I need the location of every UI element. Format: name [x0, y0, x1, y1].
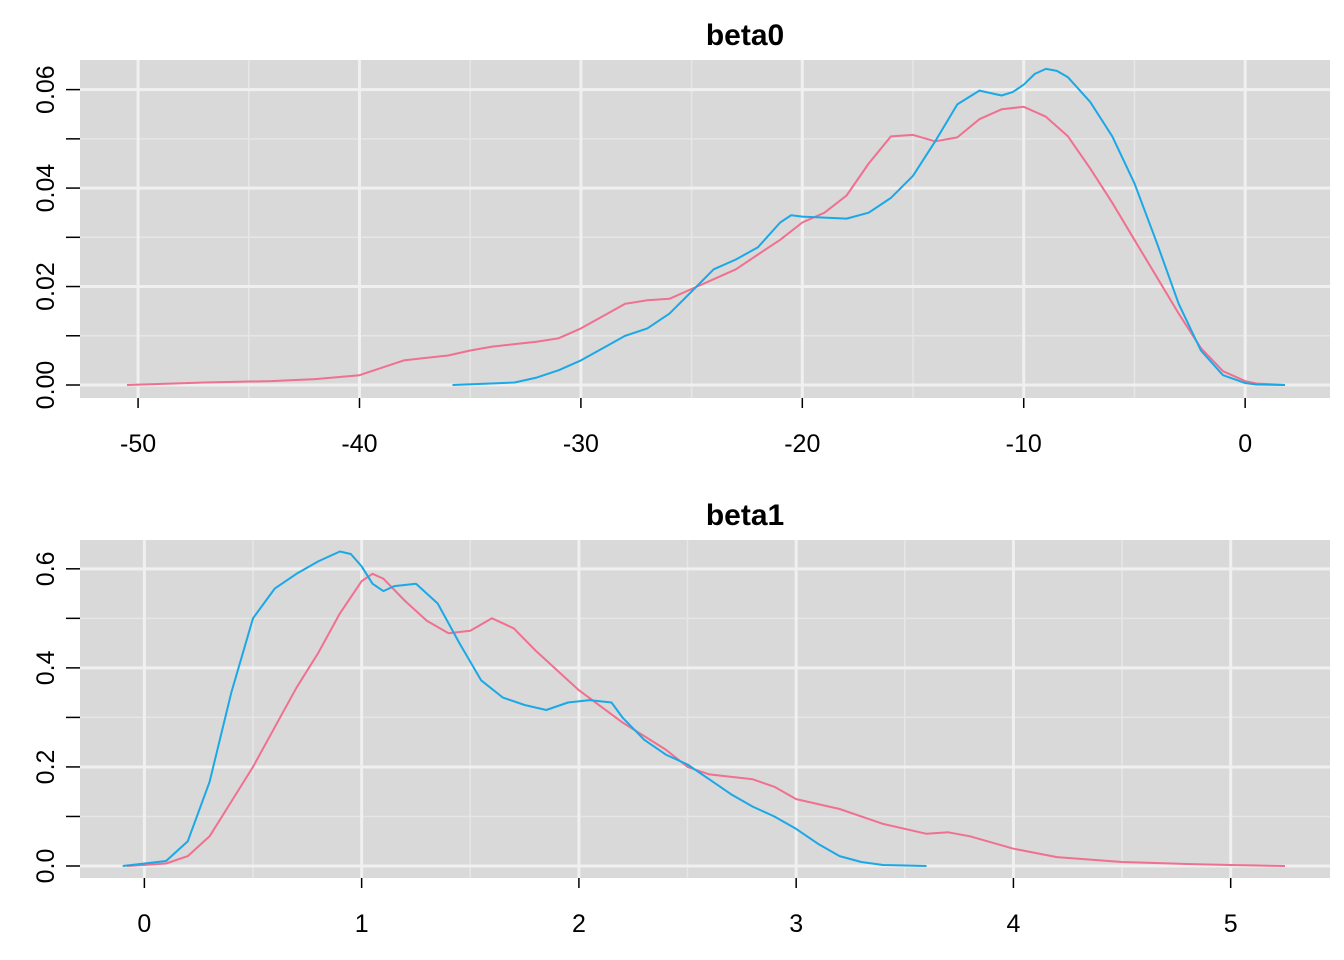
chart-title: beta1 — [706, 499, 784, 532]
x-tick-label: 2 — [572, 910, 586, 938]
x-tick-label: 0 — [1238, 430, 1252, 458]
y-tick-label: 0.4 — [32, 650, 60, 685]
plot-background — [80, 60, 1330, 398]
plot-background — [80, 540, 1330, 878]
density-line-2 — [452, 67, 1286, 386]
x-tick-label: 3 — [789, 910, 803, 938]
x-tick-label: 1 — [355, 910, 369, 938]
density-line-2 — [122, 550, 927, 867]
y-tick-label: 0.6 — [32, 551, 60, 586]
density-line-1 — [126, 105, 1286, 386]
x-tick-label: 5 — [1224, 910, 1238, 938]
x-tick-label: -20 — [784, 430, 820, 458]
x-tick-label: -10 — [1006, 430, 1042, 458]
density-line-1 — [126, 572, 1286, 867]
x-tick-label: -40 — [341, 430, 377, 458]
x-tick-label: 0 — [137, 910, 151, 938]
y-tick-label: 0.02 — [32, 262, 60, 311]
y-tick-label: 0.2 — [32, 750, 60, 785]
x-tick-label: -30 — [563, 430, 599, 458]
y-tick-label: 0.04 — [32, 164, 60, 213]
chart-title: beta0 — [706, 19, 784, 52]
y-tick-label: 0.00 — [32, 361, 60, 410]
x-tick-label: 4 — [1006, 910, 1020, 938]
panel-beta1: 0 1 2 3 4 5 0.0 0.2 0.4 0.6 beta1 — [32, 499, 1330, 938]
x-tick-label: -50 — [120, 430, 156, 458]
y-tick-label: 0.0 — [32, 849, 60, 884]
y-tick-label: 0.06 — [32, 65, 60, 114]
panel-beta0: -50 -40 -30 -20 -10 0 0.00 0.02 0.04 0.06 beta0 — [32, 19, 1330, 458]
